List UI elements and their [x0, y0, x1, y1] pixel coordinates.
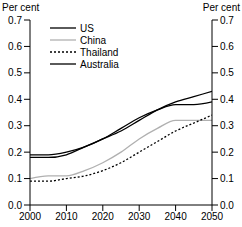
- svg-text:0.3: 0.3: [8, 120, 22, 131]
- svg-text:2040: 2040: [164, 211, 187, 222]
- html-text:Australia: Australia: [80, 58, 119, 70]
- svg-text:2000: 2000: [19, 211, 42, 222]
- svg-text:0.2: 0.2: [8, 147, 22, 158]
- svg-text:2010: 2010: [55, 211, 78, 222]
- html-text:Per cent: Per cent: [202, 2, 240, 13]
- svg-text:2050: 2050: [201, 211, 224, 222]
- html-text:Thailand: Thailand: [80, 46, 119, 58]
- html-text:Per cent: Per cent: [2, 2, 40, 13]
- svg-text:0.7: 0.7: [220, 15, 234, 26]
- svg-text:0.1: 0.1: [220, 173, 234, 184]
- html-text:US: US: [80, 22, 94, 34]
- html-text:China: China: [80, 34, 107, 46]
- svg-text:0.0: 0.0: [8, 200, 22, 211]
- svg-text:2030: 2030: [128, 211, 151, 222]
- svg-text:0.6: 0.6: [220, 41, 234, 52]
- svg-text:0.4: 0.4: [8, 94, 22, 105]
- svg-text:0.7: 0.7: [8, 15, 22, 26]
- svg-text:0.4: 0.4: [220, 94, 234, 105]
- svg-text:0.5: 0.5: [8, 67, 22, 78]
- svg-text:0.0: 0.0: [220, 200, 234, 211]
- svg-text:0.5: 0.5: [220, 67, 234, 78]
- svg-text:0.3: 0.3: [220, 120, 234, 131]
- svg-text:2020: 2020: [92, 211, 115, 222]
- svg-text:0.6: 0.6: [8, 41, 22, 52]
- svg-text:0.2: 0.2: [220, 147, 234, 158]
- svg-text:0.1: 0.1: [8, 173, 22, 184]
